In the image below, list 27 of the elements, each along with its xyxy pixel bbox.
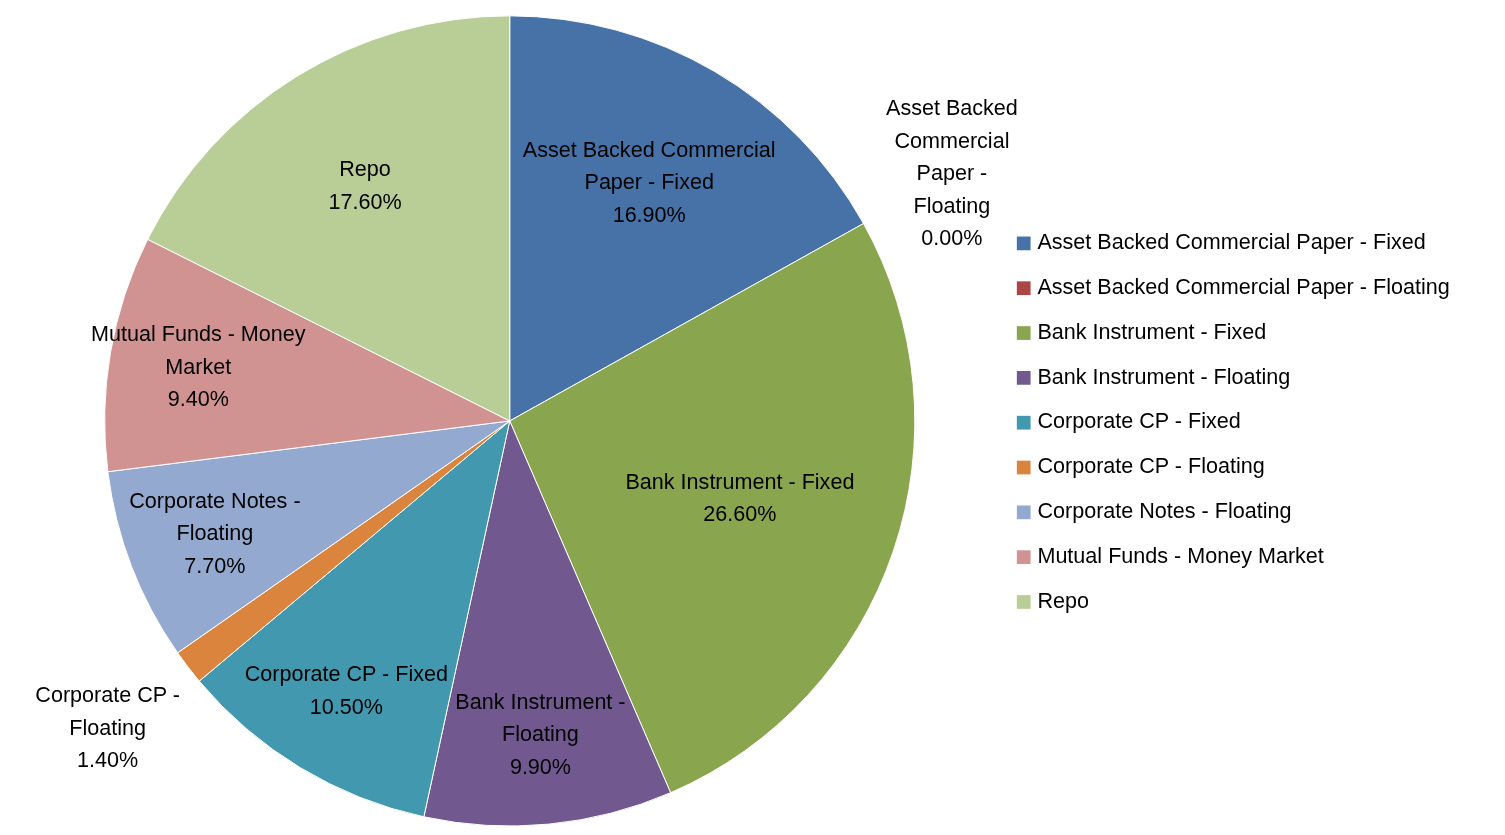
- slice-label: Corporate CP - Fixed: [244, 660, 449, 686]
- legend-label: Bank Instrument - Fixed: [1037, 318, 1267, 344]
- legend-label: Asset Backed Commercial Paper - Fixed: [1037, 229, 1426, 255]
- text: 0.00%: [921, 224, 983, 250]
- legend-label: Bank Instrument - Floating: [1037, 363, 1291, 389]
- category-label: Asset Backed Commercial Paper - Floating: [886, 95, 1018, 218]
- slice-label: Asset Backed Commercial Paper - Fixed: [522, 136, 776, 195]
- slice-label: Corporate CP - Floating: [35, 682, 181, 740]
- data-label: 26.60%: [703, 500, 777, 526]
- data-label: 17.60%: [328, 188, 402, 214]
- legend-label: Corporate CP - Floating: [1037, 453, 1265, 479]
- legend-label: Corporate CP - Fixed: [1037, 408, 1241, 434]
- data-label: 9.40%: [167, 385, 229, 411]
- legend-label: Asset Backed Commercial Paper - Floating: [1037, 273, 1450, 299]
- legend-label: Mutual Funds - Money Market: [1037, 542, 1324, 568]
- legend-label: Repo: [1037, 587, 1089, 613]
- slice-label: Mutual Funds - Money Market: [91, 320, 306, 379]
- slice-label: Bank Instrument - Floating: [455, 688, 626, 747]
- data-label: 7.70%: [184, 552, 246, 578]
- legend-label: Corporate Notes - Floating: [1037, 498, 1292, 524]
- slice-label: Bank Instrument - Fixed: [625, 468, 855, 494]
- data-label: 1.40%: [77, 746, 139, 772]
- slice-label: Corporate Notes - Floating: [129, 487, 301, 546]
- slice-label: Repo: [339, 156, 391, 182]
- data-label: 16.90%: [612, 201, 686, 227]
- data-label: 9.90%: [509, 753, 572, 779]
- data-label: 10.50%: [309, 693, 383, 719]
